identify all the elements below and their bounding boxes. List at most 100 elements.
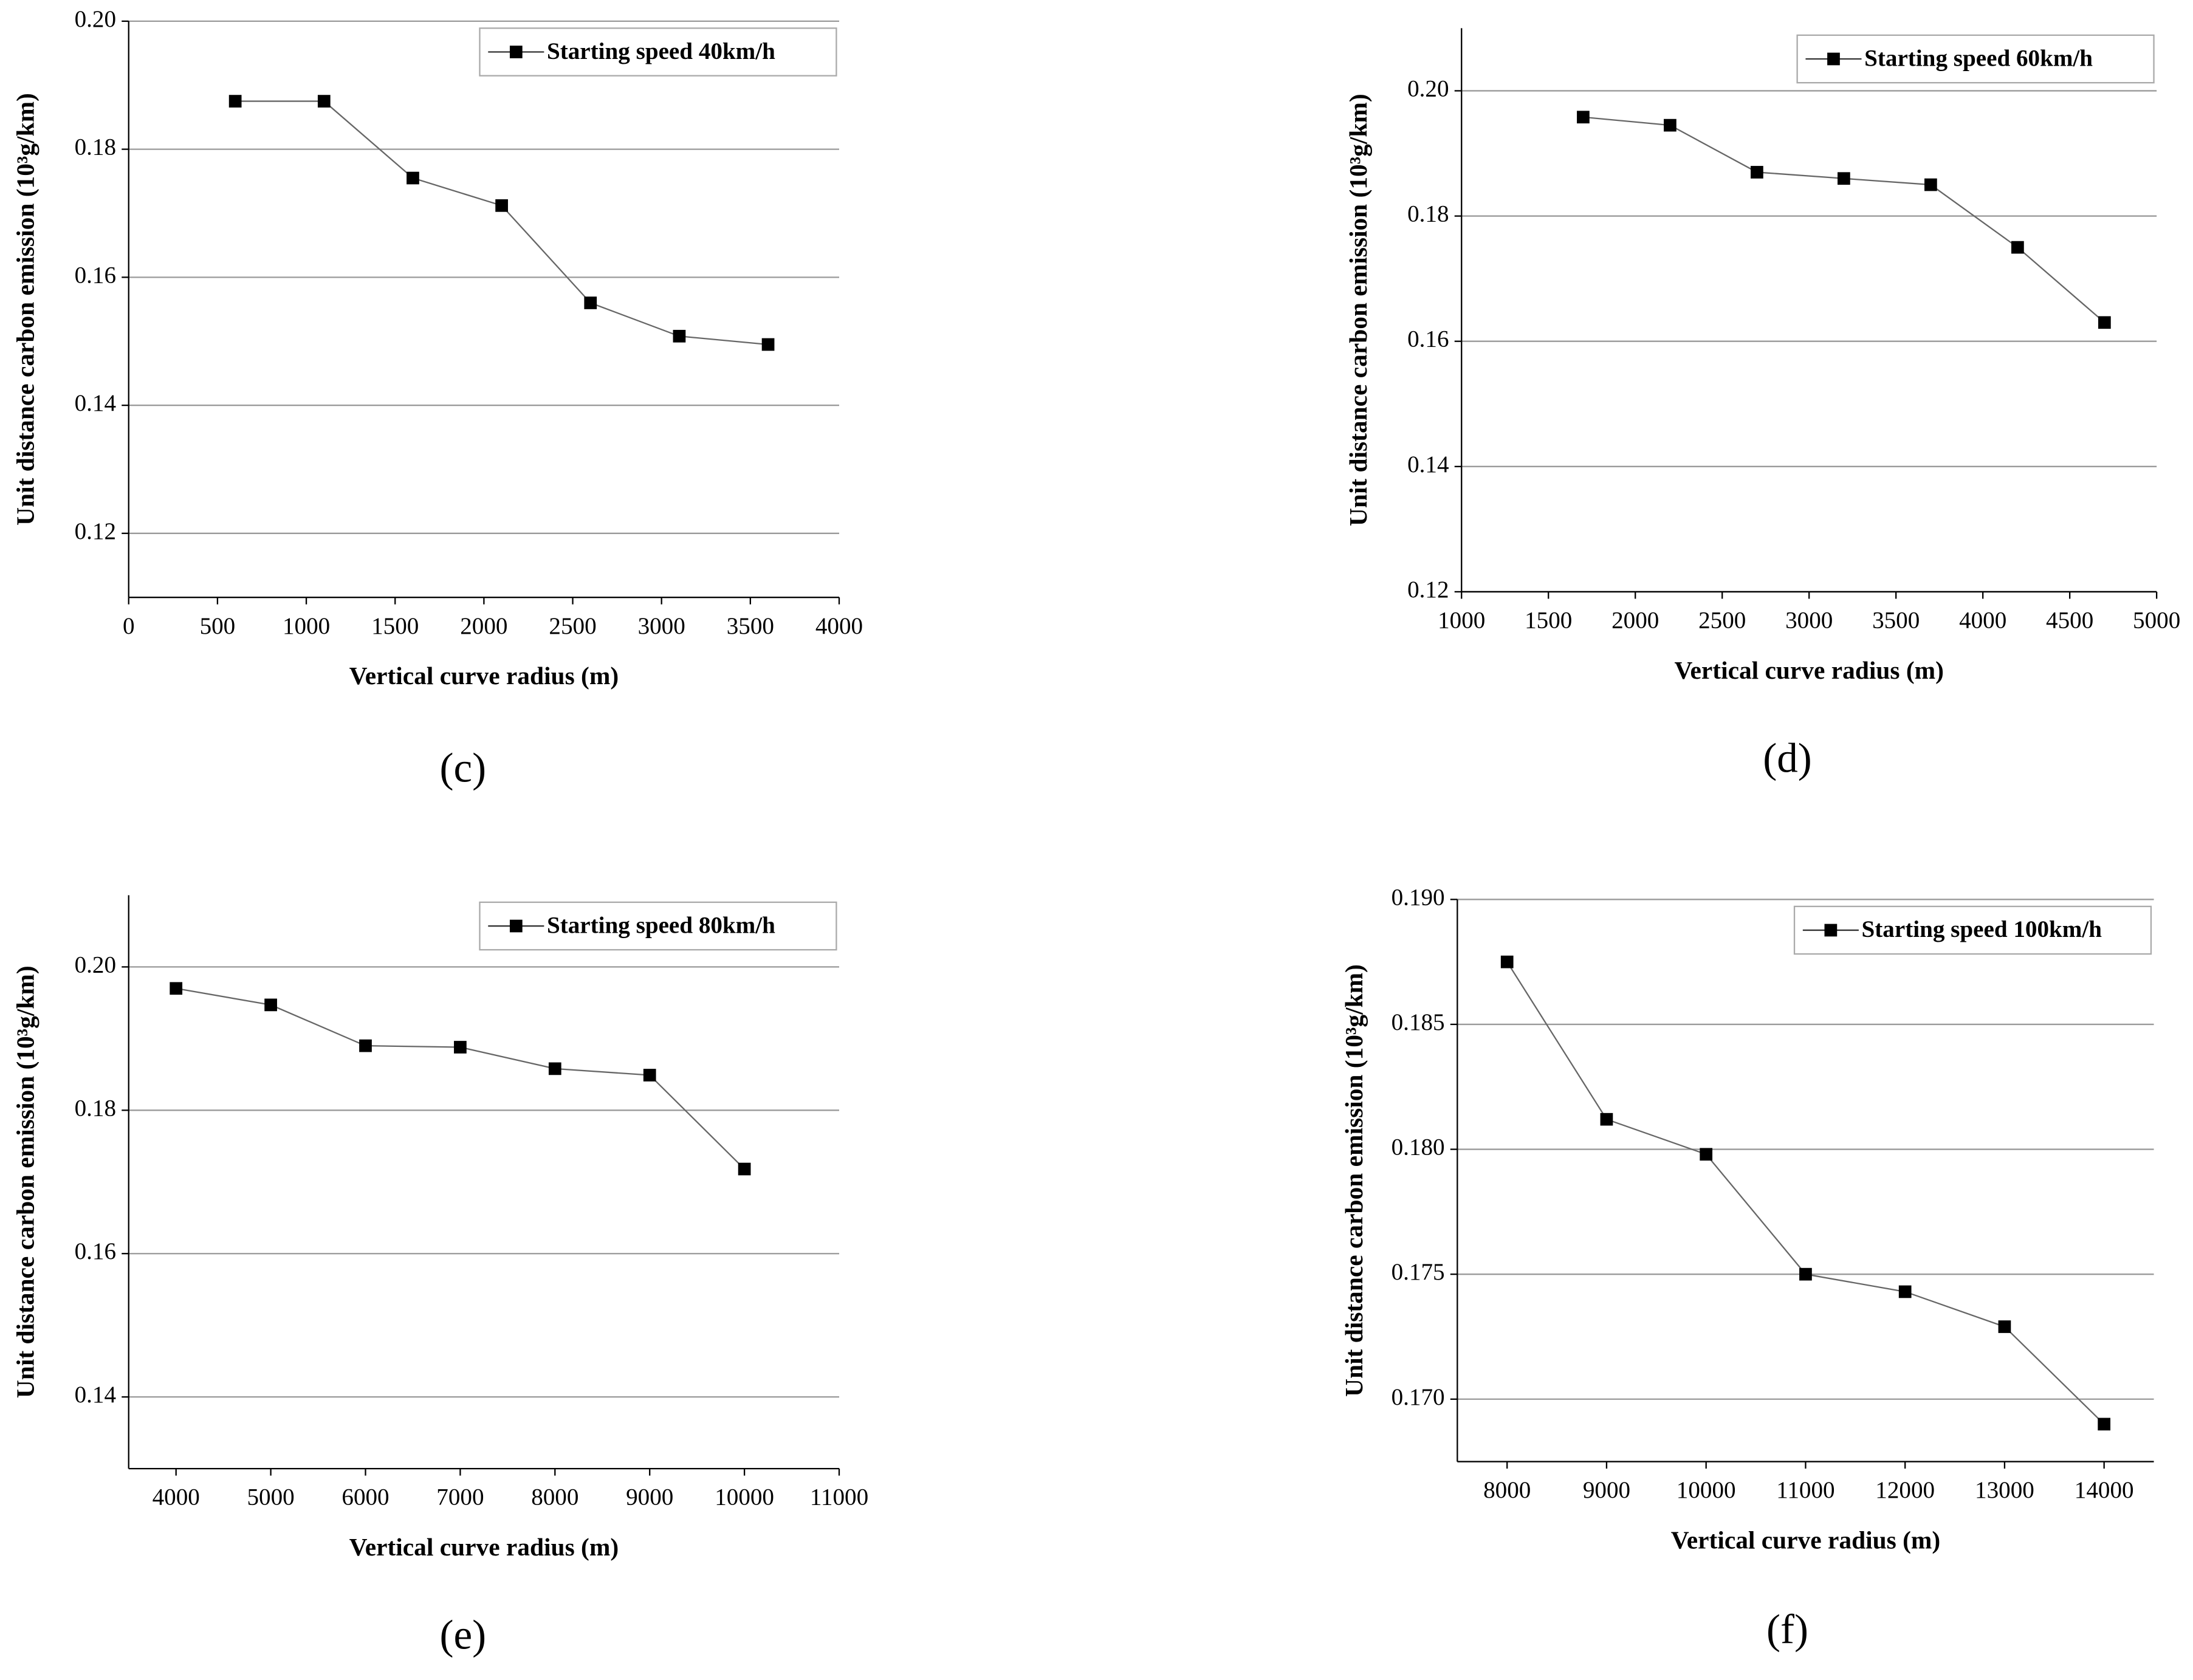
x-tick-label: 1000 — [1438, 608, 1485, 634]
marker — [2011, 241, 2024, 254]
y-axis-title: Unit distance carbon emission (10³g/km) — [1344, 94, 1373, 526]
x-tick-label: 9000 — [626, 1484, 673, 1510]
marker — [454, 1041, 467, 1054]
y-axis-title: Unit distance carbon emission (10³g/km) — [12, 93, 40, 526]
marker — [1924, 178, 1937, 191]
marker — [407, 171, 419, 185]
marker — [584, 297, 597, 309]
marker — [673, 329, 686, 343]
marker — [317, 95, 331, 108]
x-tick-label: 11000 — [1776, 1477, 1834, 1503]
y-tick-label: 0.170 — [1392, 1384, 1445, 1410]
marker — [1700, 1148, 1713, 1161]
x-tick-label: 0 — [123, 613, 135, 639]
x-tick-label: 4000 — [153, 1484, 200, 1510]
y-tick-label: 0.20 — [75, 6, 116, 32]
legend-label: Starting speed 60km/h — [1864, 45, 2093, 71]
y-tick-label: 0.14 — [75, 1382, 116, 1408]
panel-label: (d) — [1763, 735, 1812, 781]
x-tick-label: 1000 — [283, 613, 330, 639]
legend-label: Starting speed 80km/h — [547, 912, 775, 938]
legend-marker — [509, 46, 523, 58]
x-tick-label: 2000 — [1611, 608, 1659, 634]
x-tick-label: 1500 — [1525, 608, 1572, 634]
series-line — [235, 100, 769, 346]
marker — [738, 1162, 751, 1176]
x-tick-label: 8000 — [1483, 1477, 1531, 1503]
series-line — [1506, 961, 2105, 1425]
panel-label: (f) — [1766, 1606, 1808, 1653]
x-tick-label: 3500 — [727, 613, 774, 639]
x-tick-label: 5000 — [247, 1484, 294, 1510]
legend-label: Starting speed 40km/h — [547, 38, 775, 64]
marker — [643, 1069, 656, 1082]
y-tick-label: 0.190 — [1392, 884, 1445, 910]
x-tick-label: 2500 — [1698, 608, 1746, 634]
series-line — [1583, 116, 2105, 323]
x-tick-label: 4500 — [2046, 608, 2093, 634]
marker — [2098, 1418, 2111, 1431]
x-tick-label: 500 — [200, 613, 236, 639]
x-tick-label: 6000 — [341, 1484, 389, 1510]
series-line — [176, 987, 745, 1170]
x-axis-title: Vertical curve radius (m) — [349, 1533, 619, 1562]
marker — [1751, 166, 1763, 179]
marker — [2098, 316, 2111, 329]
y-tick-label: 0.20 — [1407, 75, 1449, 101]
y-tick-label: 0.18 — [75, 134, 116, 160]
y-tick-label: 0.18 — [75, 1095, 116, 1121]
x-tick-label: 1500 — [371, 613, 419, 639]
y-tick-label: 0.180 — [1392, 1134, 1445, 1161]
marker — [761, 338, 775, 351]
y-tick-label: 0.14 — [75, 390, 116, 416]
x-tick-label: 3000 — [638, 613, 685, 639]
y-tick-label: 0.175 — [1392, 1259, 1445, 1285]
x-tick-label: 4000 — [815, 613, 863, 639]
panel-label: (e) — [440, 1611, 487, 1658]
marker — [1577, 111, 1590, 124]
x-tick-label: 7000 — [436, 1484, 484, 1510]
x-axis-title: Vertical curve radius (m) — [1674, 656, 1943, 685]
x-tick-label: 10000 — [1676, 1477, 1736, 1503]
x-tick-label: 5000 — [2133, 608, 2180, 634]
marker — [1998, 1320, 2011, 1333]
marker — [495, 199, 508, 212]
x-axis-title: Vertical curve radius (m) — [349, 662, 619, 690]
marker — [1799, 1267, 1812, 1281]
marker — [1500, 955, 1514, 969]
x-tick-label: 14000 — [2075, 1477, 2134, 1503]
x-tick-label: 2000 — [460, 613, 507, 639]
marker — [359, 1039, 372, 1052]
legend-marker — [1824, 924, 1838, 937]
x-tick-label: 8000 — [531, 1484, 578, 1510]
y-tick-label: 0.12 — [75, 518, 116, 544]
legend-label: Starting speed 100km/h — [1862, 916, 2102, 942]
marker — [264, 998, 277, 1012]
y-tick-label: 0.16 — [75, 262, 116, 288]
x-tick-label: 13000 — [1975, 1477, 2034, 1503]
marker — [1898, 1285, 1912, 1298]
x-tick-label: 4000 — [1959, 608, 2006, 634]
legend-marker — [1827, 52, 1840, 66]
marker — [548, 1062, 561, 1075]
marker — [228, 95, 242, 108]
legend-marker — [509, 919, 523, 933]
y-axis-title: Unit distance carbon emission (10³g/km) — [12, 965, 40, 1398]
y-tick-label: 0.18 — [1407, 201, 1449, 227]
y-tick-label: 0.185 — [1392, 1009, 1445, 1035]
x-axis-title: Vertical curve radius (m) — [1671, 1526, 1940, 1555]
y-tick-label: 0.14 — [1407, 451, 1449, 478]
y-tick-label: 0.16 — [75, 1238, 116, 1264]
y-tick-label: 0.16 — [1407, 326, 1449, 352]
x-tick-label: 3500 — [1872, 608, 1920, 634]
panel-label: (c) — [440, 744, 487, 791]
marker — [1600, 1113, 1613, 1126]
x-tick-label: 9000 — [1583, 1477, 1630, 1503]
marker — [170, 982, 183, 995]
y-tick-label: 0.20 — [75, 951, 116, 978]
x-tick-label: 12000 — [1875, 1477, 1935, 1503]
x-tick-label: 2500 — [549, 613, 596, 639]
marker — [1838, 172, 1850, 185]
